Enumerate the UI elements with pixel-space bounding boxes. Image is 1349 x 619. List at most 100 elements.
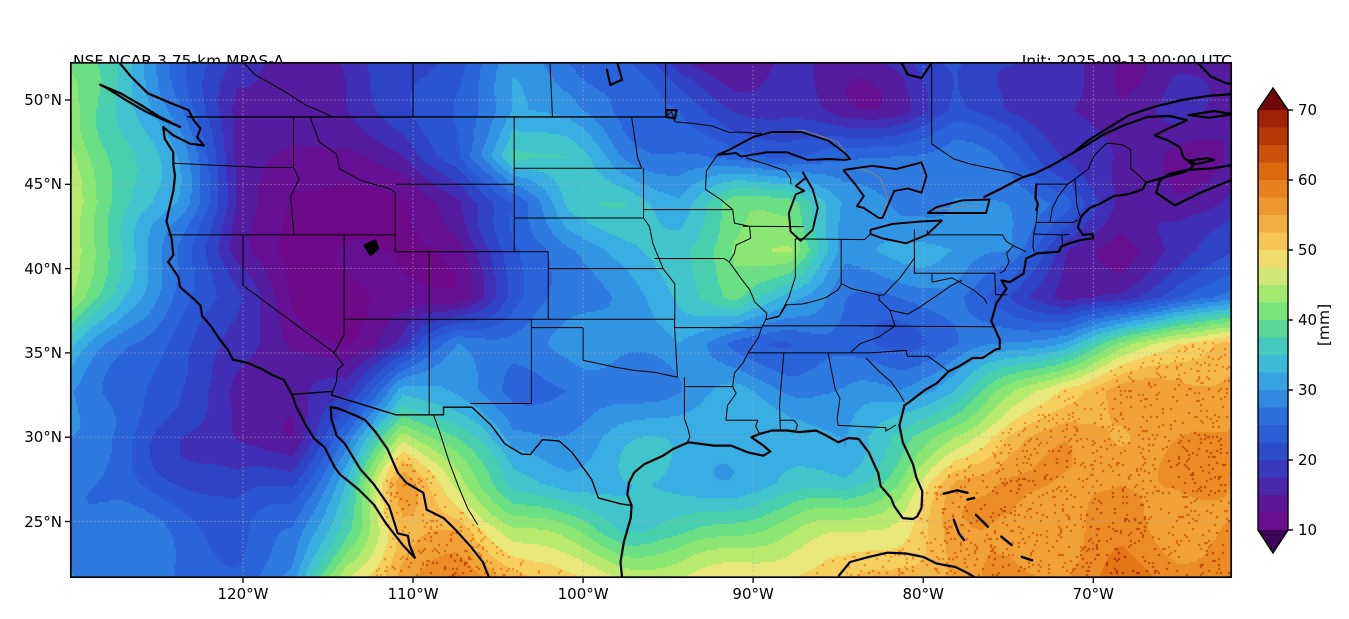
- y-tick-label: 35°N: [24, 343, 62, 362]
- x-tick-label: 80°W: [902, 585, 944, 603]
- coastline: [900, 62, 933, 80]
- x-tick-label: 100°W: [557, 585, 609, 603]
- colorbar-tick-label: 70: [1298, 101, 1318, 119]
- state-border: [1074, 179, 1081, 216]
- international-border: [471, 406, 632, 507]
- state-border: [725, 419, 760, 435]
- coastline: [1187, 157, 1216, 166]
- coastline: [1187, 109, 1232, 119]
- state-border: [332, 352, 344, 392]
- x-tick-label: 110°W: [387, 585, 439, 603]
- plot-frame: [69, 61, 1233, 579]
- state-border: [725, 386, 737, 421]
- state-border: [1001, 234, 1014, 247]
- state-border: [549, 62, 553, 117]
- international-border: [292, 390, 333, 396]
- state-border: [242, 234, 335, 354]
- state-border: [242, 62, 334, 118]
- maritime-boundary: [935, 204, 982, 211]
- state-border: [889, 279, 963, 315]
- state-border: [779, 419, 798, 433]
- lake-outline: [926, 198, 991, 214]
- state-border: [878, 257, 915, 296]
- coastline: [983, 152, 1074, 198]
- colorbar-tick-label: 60: [1298, 171, 1318, 189]
- state-border: [665, 111, 762, 135]
- state-border: [1033, 222, 1037, 235]
- state-border: [290, 116, 300, 235]
- colorbar-under-arrow: [1258, 530, 1288, 553]
- state-border: [662, 268, 676, 320]
- state-border: [849, 325, 896, 354]
- state-border: [1013, 245, 1027, 253]
- colorbar-tick-label: 20: [1298, 451, 1318, 469]
- state-border: [795, 238, 865, 241]
- state-border: [999, 245, 1014, 274]
- lake-outline: [842, 161, 928, 219]
- state-border: [779, 352, 785, 432]
- coastline: [837, 551, 977, 578]
- coastline: [117, 62, 491, 578]
- island-coastline: [966, 496, 976, 501]
- state-border: [732, 352, 749, 387]
- state-border: [643, 217, 664, 269]
- state-border: [582, 359, 678, 378]
- state-border: [878, 295, 896, 326]
- coastline: [1155, 164, 1232, 207]
- state-border: [1061, 234, 1064, 246]
- great-salt-lake: [363, 239, 380, 257]
- y-tick-label: 40°N: [24, 259, 62, 278]
- state-border: [683, 377, 691, 442]
- island-coastline: [942, 489, 969, 495]
- coastline: [665, 109, 678, 120]
- coastline: [99, 83, 182, 129]
- state-border: [745, 157, 792, 185]
- colorbar-unit-label: [mm]: [1315, 303, 1333, 347]
- state-border: [1067, 142, 1147, 185]
- y-tick-label: 30°N: [24, 428, 62, 447]
- state-border: [1037, 219, 1079, 223]
- state-border: [631, 116, 643, 169]
- coastline: [1034, 183, 1040, 211]
- lake-outline: [717, 131, 852, 161]
- state-border: [728, 209, 752, 263]
- coastline-borders-overlay: [70, 62, 1232, 578]
- state-border: [864, 233, 871, 240]
- state-border: [1049, 183, 1069, 223]
- colorbar-tick-label: 30: [1298, 381, 1318, 399]
- x-tick-label: 120°W: [217, 585, 269, 603]
- lake-outline: [869, 219, 943, 245]
- coastline: [1195, 62, 1232, 86]
- state-border: [765, 238, 796, 320]
- state-border: [433, 414, 479, 526]
- state-border: [1032, 233, 1035, 252]
- y-tick-label: 50°N: [24, 91, 62, 109]
- y-tick-label: 25°N: [24, 512, 62, 531]
- x-tick-label: 70°W: [1072, 585, 1114, 603]
- international-border: [330, 391, 473, 416]
- state-border: [865, 357, 905, 403]
- colorbar-tick-label: 50: [1298, 241, 1318, 259]
- colorbar-tick-label: 40: [1298, 311, 1318, 329]
- colorbar-over-arrow: [1258, 88, 1288, 110]
- maritime-boundary: [856, 167, 888, 217]
- x-tick-label: 90°W: [732, 585, 774, 603]
- island-coastline: [1000, 535, 1013, 547]
- state-border: [931, 277, 988, 305]
- tpw-field-map: [70, 62, 1232, 578]
- state-border: [765, 283, 880, 320]
- state-border: [173, 162, 294, 168]
- state-border: [747, 327, 763, 354]
- state-border: [333, 319, 345, 354]
- state-border: [654, 258, 730, 263]
- island-coastline: [974, 513, 989, 528]
- state-border: [860, 325, 993, 328]
- colorbar-tick-label: 10: [1298, 521, 1318, 539]
- y-tick-label: 45°N: [24, 175, 62, 194]
- state-border: [705, 154, 734, 210]
- colorbar-gradient: [1258, 110, 1288, 530]
- state-border: [850, 349, 949, 372]
- state-border: [827, 352, 841, 426]
